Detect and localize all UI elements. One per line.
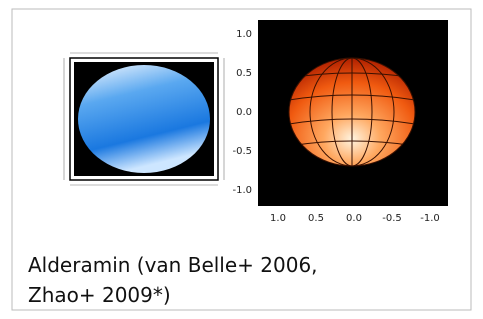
left-image (64, 53, 224, 185)
x-tick-label: -0.5 (382, 213, 402, 224)
y-tick-label: 1.0 (236, 29, 252, 40)
caption-line: Alderamin (van Belle+ 2006, (28, 253, 318, 277)
y-tick-label: -1.0 (232, 185, 252, 196)
caption-line: Zhao+ 2009*) (28, 283, 171, 307)
y-tick-label: 0.5 (236, 68, 252, 79)
right-image (258, 20, 448, 206)
y-tick-label: -0.5 (232, 146, 252, 157)
x-tick-label: 0.0 (346, 213, 362, 224)
y-tick-label: 0.0 (236, 107, 252, 118)
x-tick-label: 0.5 (308, 213, 324, 224)
figure: 1.0 0.5 0.0 -0.5 -1.0 1.0 0.5 0.0 -0.5 -1.0 Alder… (0, 0, 483, 319)
x-tick-label: -1.0 (420, 213, 440, 224)
x-tick-label: 1.0 (270, 213, 286, 224)
